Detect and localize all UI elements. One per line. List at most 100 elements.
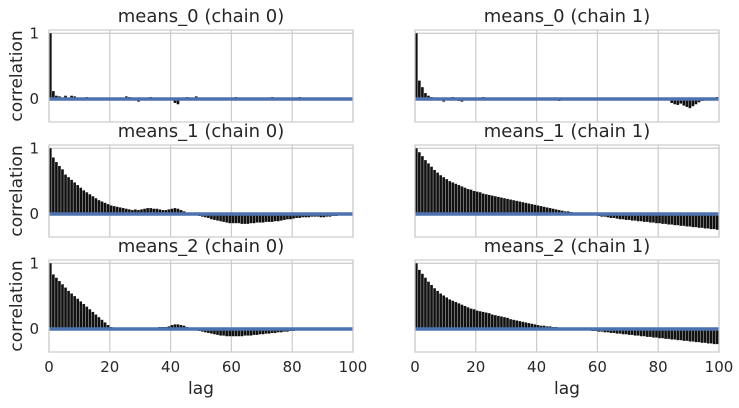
bar-lag-1 [418,269,421,329]
bar-lag-43 [179,325,183,329]
bar-lag-65 [246,329,250,336]
bar-lag-0 [49,33,52,99]
bar-lag-95 [703,329,707,343]
bar-lag-27 [131,210,134,214]
bar-lag-3 [424,277,427,329]
x-tick-label: 100 [705,358,734,376]
x-tick-label: 40 [527,358,546,376]
bar-lag-99 [715,214,719,230]
bar-lag-5 [430,166,433,214]
bar-lag-60 [231,214,235,224]
bar-lag-16 [463,306,467,329]
bar-lag-16 [463,187,467,214]
bar-lag-0 [415,263,418,329]
bar-lag-30 [506,317,509,329]
x-tick-label: 20 [100,358,119,376]
bar-lag-76 [280,214,283,221]
x-axis-label: lag [188,379,214,399]
y-tick-label: 0 [29,320,39,338]
bar-lag-6 [433,169,436,214]
bar-lag-67 [618,214,622,220]
bar-lag-74 [639,214,643,222]
bar-lag-97 [709,329,713,344]
bar-lag-18 [103,202,107,214]
bar-lag-74 [273,214,277,222]
bar-lag-72 [267,329,271,334]
bar-lag-76 [646,329,649,337]
bar-lag-23 [484,312,488,329]
panel-title: means_1 (chain 0) [118,121,285,142]
plot-frame [48,29,354,123]
x-tick-label: 80 [283,358,302,376]
bar-lag-89 [685,329,689,341]
bar-lag-36 [524,202,528,214]
bar-lag-11 [448,181,452,214]
bar-lag-29 [503,198,506,214]
x-tick-label: 20 [466,358,485,376]
bar-lag-92 [694,214,698,228]
bar-lag-9 [76,298,79,329]
bar-lag-45 [551,208,555,214]
bar-lag-92 [694,99,698,105]
bar-lag-90 [688,329,692,342]
bar-lag-70 [261,329,265,335]
bar-lag-13 [88,309,92,329]
bar-lag-27 [497,196,500,214]
bar-lag-70 [627,214,631,220]
bar-lag-38 [530,204,534,214]
bar-lag-98 [712,329,716,345]
plot-frame [414,144,720,238]
bar-lag-38 [530,323,534,329]
bar-lag-93 [697,329,701,343]
bar-lag-55 [216,329,219,335]
bar-lag-95 [703,214,707,229]
bar-lag-68 [255,214,259,223]
bar-lag-6 [67,177,70,214]
bar-lag-59 [228,214,231,224]
bar-lag-4 [427,163,430,214]
panel-3: means_1 (chain 1) [414,121,720,238]
bar-lag-39 [167,209,171,214]
bar-lag-13 [454,302,458,329]
bar-lag-64 [243,214,247,224]
bar-lag-20 [475,310,479,329]
plot-area [49,260,353,352]
bar-lag-41 [539,206,543,214]
bar-lag-76 [646,214,649,222]
bar-lag-9 [76,185,79,214]
bar-lag-41 [173,99,177,103]
bar-lag-54 [213,214,216,220]
bar-lag-10 [79,301,83,329]
bar-lag-77 [283,214,286,220]
bar-lag-3 [58,166,61,214]
bar-lag-58 [225,329,228,337]
bar-lag-34 [518,321,521,329]
bar-lag-56 [219,329,222,336]
bar-lag-29 [503,317,506,329]
bar-lag-85 [673,99,677,105]
bar-lag-66 [615,214,619,219]
plot-frame [414,259,720,353]
x-tick-label: 60 [222,358,241,376]
bar-lag-17 [100,201,104,214]
bar-lag-91 [691,329,695,342]
bar-lag-9 [442,177,445,214]
bar-lag-1 [418,152,421,214]
bar-lag-66 [249,214,253,224]
bar-lag-2 [55,162,58,214]
bar-lag-53 [210,214,213,220]
bar-lag-83 [667,329,670,339]
plot-frame [48,144,354,238]
bar-lag-0 [415,33,418,99]
bar-lag-63 [240,214,244,224]
bar-lag-47 [557,210,561,214]
bar-lag-28 [134,209,137,214]
bar-lag-72 [633,214,637,221]
bar-lag-26 [494,315,497,329]
bar-lag-14 [457,303,461,329]
x-tick-label: 0 [410,358,420,376]
bar-lag-6 [67,290,70,329]
bar-lag-1 [52,157,55,214]
